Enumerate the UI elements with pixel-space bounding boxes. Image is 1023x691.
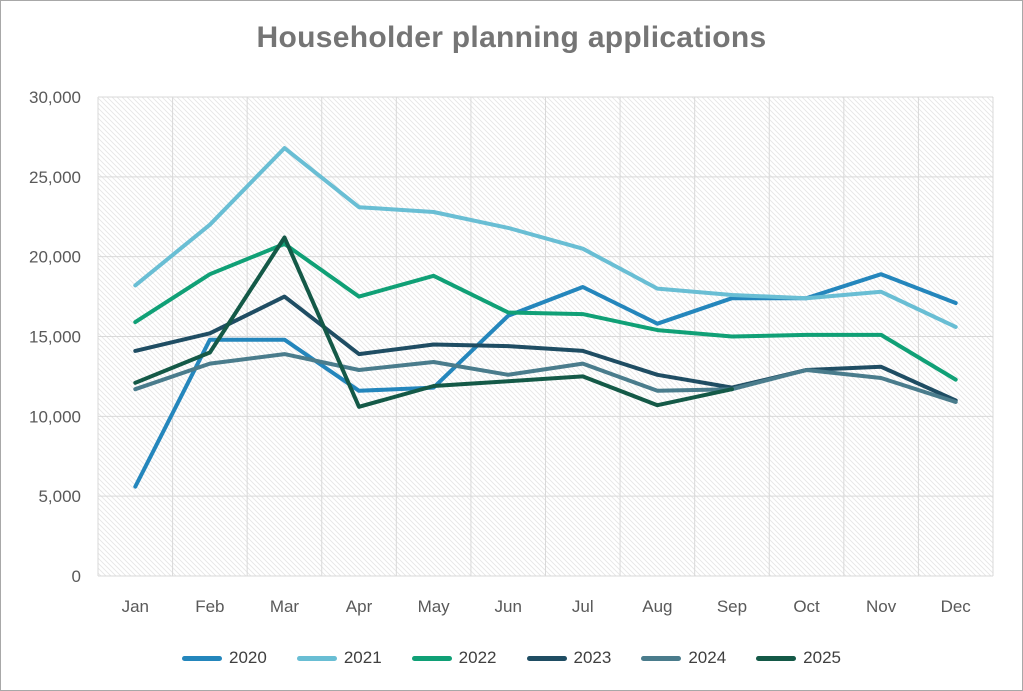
y-axis-tick-label: 0: [72, 567, 81, 586]
x-axis-tick-label: Nov: [866, 597, 897, 616]
legend-label-2020: 2020: [229, 648, 267, 667]
legend-swatch-2021: [296, 655, 337, 661]
x-axis-tick-label: Jul: [572, 597, 594, 616]
x-axis-tick-label: Oct: [793, 597, 820, 616]
legend-label-2024: 2024: [688, 648, 727, 667]
legend-item-2022: 2022: [411, 648, 497, 668]
legend-item-2025: 2025: [756, 648, 841, 668]
y-axis-tick-label: 15,000: [29, 328, 81, 347]
legend-item-2024: 2024: [641, 648, 726, 668]
series-line-2022: [133, 241, 958, 382]
legend: 2020 2021 2022 2023 2024 2025: [1, 643, 1022, 673]
y-axis-tick-label: 30,000: [29, 88, 81, 107]
legend-label-2023: 2023: [573, 648, 612, 667]
x-axis-tick-label: May: [418, 597, 451, 616]
series-line-2021: [133, 146, 958, 329]
chart-title: Householder planning applications: [256, 21, 767, 54]
y-axis-tick-label: 20,000: [29, 248, 81, 267]
y-axis-tick-label: 25,000: [29, 168, 81, 187]
x-axis-tick-label: Feb: [195, 597, 224, 616]
legend-label-2021: 2021: [343, 648, 382, 667]
x-axis-tick-label: Apr: [346, 597, 373, 616]
legend-swatch-2024: [641, 655, 682, 661]
legend-item-2020: 2020: [182, 648, 267, 668]
series-line-2024: [133, 352, 958, 404]
legend-label-2022: 2022: [458, 648, 497, 667]
legend-swatch-2023: [526, 655, 567, 661]
x-axis-tick-label: Mar: [270, 597, 300, 616]
series-line-2020: [133, 272, 958, 489]
x-axis-tick-label: Jun: [494, 597, 521, 616]
legend-swatch-2025: [756, 655, 797, 661]
legend-swatch-2020: [182, 655, 223, 661]
legend-label-2025: 2025: [803, 648, 841, 667]
series-line-2025: [133, 235, 734, 409]
x-axis-tick-label: Sep: [717, 597, 747, 616]
y-axis-tick-label: 10,000: [29, 407, 81, 426]
x-axis-tick-label: Aug: [642, 597, 672, 616]
x-axis-tick-label: Jan: [122, 597, 149, 616]
y-axis-tick-label: 5,000: [38, 487, 81, 506]
legend-item-2023: 2023: [526, 648, 612, 668]
legend-swatch-2022: [411, 655, 452, 661]
legend-item-2021: 2021: [296, 648, 382, 668]
x-axis-tick-label: Dec: [941, 597, 972, 616]
